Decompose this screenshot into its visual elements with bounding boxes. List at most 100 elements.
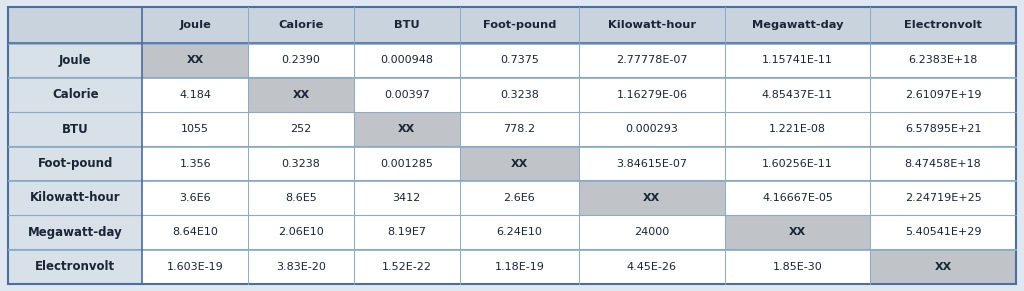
Text: 3.83E-20: 3.83E-20 — [276, 262, 326, 272]
Text: Kilowatt-hour: Kilowatt-hour — [608, 20, 696, 30]
Bar — [142, 78, 248, 112]
Bar — [580, 112, 725, 146]
Text: Foot-pound: Foot-pound — [482, 20, 556, 30]
Bar — [870, 146, 1016, 181]
Bar — [8, 181, 142, 215]
Text: 1.15741E-11: 1.15741E-11 — [762, 56, 833, 65]
Text: Electronvolt: Electronvolt — [35, 260, 116, 273]
Text: 6.57895E+21: 6.57895E+21 — [905, 124, 981, 134]
Bar — [248, 43, 354, 78]
Text: Joule: Joule — [179, 20, 211, 30]
Text: 0.000293: 0.000293 — [626, 124, 678, 134]
Bar — [870, 215, 1016, 249]
Bar — [248, 7, 354, 43]
Text: 2.61097E+19: 2.61097E+19 — [905, 90, 981, 100]
Text: 2.24719E+25: 2.24719E+25 — [904, 193, 981, 203]
Bar — [460, 249, 580, 284]
Bar — [142, 181, 248, 215]
Text: XX: XX — [186, 56, 204, 65]
Text: XX: XX — [934, 262, 951, 272]
Text: 0.3238: 0.3238 — [282, 159, 321, 168]
Bar — [870, 78, 1016, 112]
Bar — [8, 112, 142, 146]
Bar — [725, 7, 870, 43]
Text: 8.64E10: 8.64E10 — [172, 227, 218, 237]
Text: Megawatt-day: Megawatt-day — [752, 20, 843, 30]
Bar — [870, 112, 1016, 146]
Text: 3.84615E-07: 3.84615E-07 — [616, 159, 687, 168]
Text: 8.6E5: 8.6E5 — [285, 193, 316, 203]
Bar — [580, 249, 725, 284]
Bar — [8, 78, 142, 112]
Text: Megawatt-day: Megawatt-day — [28, 226, 123, 239]
Bar — [870, 43, 1016, 78]
Text: 0.3238: 0.3238 — [500, 90, 539, 100]
Bar — [460, 112, 580, 146]
Text: 778.2: 778.2 — [504, 124, 536, 134]
Bar — [248, 181, 354, 215]
Text: XX: XX — [511, 159, 528, 168]
Bar — [460, 43, 580, 78]
Text: Foot-pound: Foot-pound — [38, 157, 113, 170]
Text: 252: 252 — [291, 124, 311, 134]
Bar — [725, 181, 870, 215]
Bar — [580, 7, 725, 43]
Bar — [142, 7, 248, 43]
Text: 8.47458E+18: 8.47458E+18 — [904, 159, 981, 168]
Text: 1.16279E-06: 1.16279E-06 — [616, 90, 687, 100]
Bar — [725, 249, 870, 284]
Bar — [870, 7, 1016, 43]
Bar — [354, 43, 460, 78]
Bar — [725, 146, 870, 181]
Bar — [725, 78, 870, 112]
Bar — [354, 181, 460, 215]
Bar — [725, 43, 870, 78]
Text: 2.06E10: 2.06E10 — [279, 227, 324, 237]
Text: Calorie: Calorie — [279, 20, 324, 30]
Bar — [8, 43, 142, 78]
Bar — [580, 78, 725, 112]
Text: 3412: 3412 — [392, 193, 421, 203]
Text: 3.6E6: 3.6E6 — [179, 193, 211, 203]
Text: Kilowatt-hour: Kilowatt-hour — [30, 191, 121, 204]
Text: 1.18E-19: 1.18E-19 — [495, 262, 545, 272]
Text: 1.603E-19: 1.603E-19 — [167, 262, 223, 272]
Text: XX: XX — [398, 124, 416, 134]
Text: XX: XX — [788, 227, 806, 237]
Text: 1.52E-22: 1.52E-22 — [382, 262, 432, 272]
Text: Electronvolt: Electronvolt — [904, 20, 982, 30]
Bar — [8, 249, 142, 284]
Bar — [460, 146, 580, 181]
Text: 5.40541E+29: 5.40541E+29 — [905, 227, 981, 237]
Text: 1.221E-08: 1.221E-08 — [769, 124, 826, 134]
Text: 1.85E-30: 1.85E-30 — [772, 262, 822, 272]
Bar — [580, 181, 725, 215]
Bar — [460, 78, 580, 112]
Bar — [142, 112, 248, 146]
Bar — [580, 215, 725, 249]
Bar — [870, 181, 1016, 215]
Text: 0.7375: 0.7375 — [500, 56, 539, 65]
Text: Joule: Joule — [59, 54, 91, 67]
Bar — [460, 7, 580, 43]
Bar — [8, 146, 142, 181]
Text: 4.184: 4.184 — [179, 90, 211, 100]
Text: 24000: 24000 — [634, 227, 670, 237]
Text: 1.356: 1.356 — [179, 159, 211, 168]
Text: 6.2383E+18: 6.2383E+18 — [908, 56, 978, 65]
Text: Calorie: Calorie — [52, 88, 98, 101]
Text: BTU: BTU — [394, 20, 420, 30]
Text: 4.85437E-11: 4.85437E-11 — [762, 90, 833, 100]
Text: 2.6E6: 2.6E6 — [504, 193, 536, 203]
Bar — [248, 215, 354, 249]
Text: XX: XX — [643, 193, 660, 203]
Bar — [580, 43, 725, 78]
Bar — [354, 249, 460, 284]
Bar — [354, 146, 460, 181]
Bar — [354, 78, 460, 112]
Bar — [142, 249, 248, 284]
Text: 0.001285: 0.001285 — [380, 159, 433, 168]
Bar — [8, 215, 142, 249]
Text: 1055: 1055 — [181, 124, 209, 134]
Bar — [870, 249, 1016, 284]
